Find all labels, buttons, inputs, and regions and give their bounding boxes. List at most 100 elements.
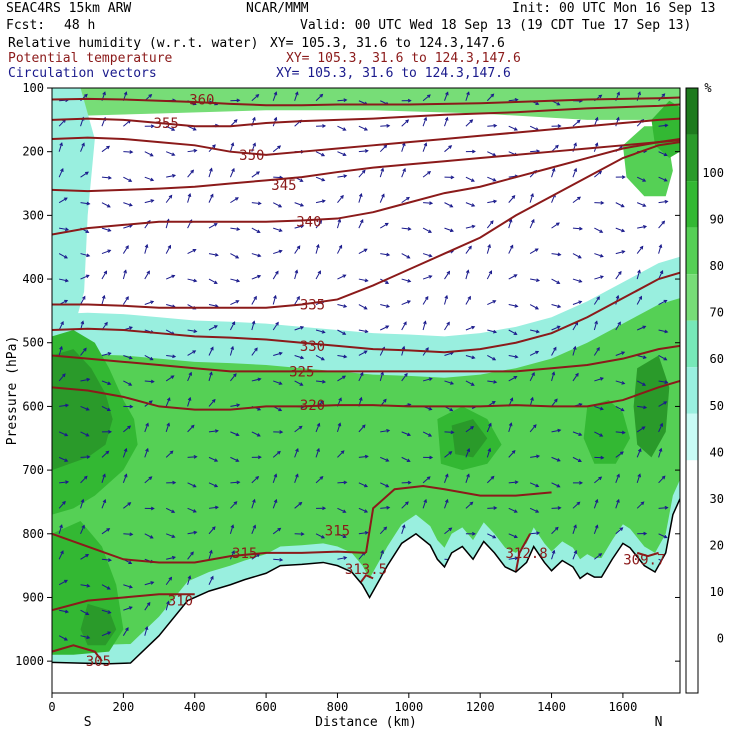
vector-arrow [80,253,90,257]
vector-arrow-head [214,483,219,488]
vector-arrow-head [59,345,63,350]
vector-arrow [636,501,645,509]
vector-arrow [658,300,667,305]
vector-arrow-head [449,203,454,208]
vector-arrow-head [85,274,90,279]
vector-arrow-head [621,228,626,233]
x-axis-title: Distance (km) [315,715,417,730]
vector-arrow [187,329,197,333]
vector-arrow [593,525,598,534]
vector-arrow-head [492,177,497,182]
vector-arrow [58,168,64,178]
vector-arrow-head [190,169,195,174]
vector-arrow [229,525,234,534]
vector-arrow-head [553,346,557,351]
vector-arrow-head [210,346,214,351]
vector-arrow-head [599,406,604,411]
vector-arrow-head [209,549,213,554]
vector-arrow [401,300,411,305]
vector-arrow-head [294,269,299,274]
vector-arrow-head [236,480,241,485]
colorbar-label: 100 [702,166,724,180]
vector-arrow-head [82,295,86,300]
vector-arrow [401,253,410,259]
vector-arrow [593,296,600,305]
field-name-rh: Relative humidity (w.r.t. water) [8,36,259,51]
vector-arrow [572,278,582,283]
vector-arrow-head [171,509,176,513]
vector-arrow-head [530,193,534,198]
vector-arrow [551,482,560,488]
vector-arrow [658,507,668,509]
vector-arrow [615,227,625,232]
vector-arrow-head [621,430,626,435]
vector-arrow [251,499,256,509]
vector-arrow [208,304,218,307]
vector-arrow [422,143,427,152]
vector-arrow-head [511,449,516,454]
vector-arrow [486,423,492,433]
vector-arrow-head [361,169,366,174]
vector-arrow-head [492,534,497,539]
vector-arrow [187,575,191,585]
vector-arrow [251,171,260,178]
vector-arrow [401,227,411,230]
vector-arrow [422,275,432,280]
vector-arrow [465,474,470,484]
vector-arrow [551,550,555,560]
vector-arrow [636,202,646,207]
vector-arrow [444,499,449,509]
vector-arrow [101,499,106,509]
vector-arrow-head [64,579,68,584]
vector-arrow [123,584,133,588]
vector-arrow-head [471,224,476,229]
vector-arrow-head [364,127,369,131]
vector-arrow-head [168,194,173,199]
vector-arrow-head [363,350,368,354]
vector-arrow [336,219,341,229]
vector-arrow-head [107,175,112,180]
vector-arrow [165,151,175,156]
vector-arrow-head [637,91,641,96]
vector-arrow-head [663,401,668,405]
vector-arrow [165,507,175,513]
vector-arrow [358,125,368,131]
vector-arrow-head [535,329,540,334]
vector-arrow-head [618,270,622,275]
vector-arrow-head [531,218,535,223]
vector-arrow [80,584,90,587]
vector-arrow [165,195,173,203]
vector-arrow [636,474,641,483]
vector-arrow [401,197,410,204]
vector-arrow-head [343,354,348,359]
vector-arrow-head [83,475,88,480]
field-xy-vectors: XY= 105.3, 31.6 to 124.3,147.6 [276,66,511,81]
vector-arrow [380,304,390,308]
vector-arrow-head [235,300,240,304]
vector-arrow [59,609,69,613]
vector-arrow [165,423,170,433]
vector-arrow [529,372,535,382]
vector-arrow [658,380,668,384]
vector-arrow-head [86,253,91,258]
vector-arrow [272,295,277,305]
vector-arrow [465,202,475,207]
vector-arrow [529,248,539,255]
theta-label: 310 [168,594,193,610]
vector-arrow-head [65,403,70,408]
vector-arrow [530,150,540,153]
vector-arrow [486,448,491,458]
vector-arrow [101,405,111,411]
vector-arrow-head [316,447,320,452]
vector-arrow [594,253,604,258]
vector-arrow [101,558,111,561]
vector-arrow [337,304,347,308]
vector-arrow [165,601,170,611]
vector-arrow-head [444,498,449,503]
vector-arrow-head [621,250,626,254]
vector-arrow [80,143,85,152]
vector-arrow-head [468,245,472,250]
vector-arrow-head [337,422,342,427]
vector-arrow-head [536,531,541,535]
vector-arrow-head [403,321,407,326]
